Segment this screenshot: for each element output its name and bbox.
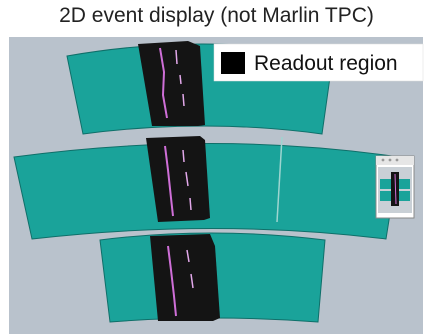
track-segment <box>164 145 174 217</box>
track-segment <box>159 47 168 119</box>
legend-swatch <box>221 52 245 74</box>
legend: Readout region <box>213 43 424 82</box>
readout-region-middle <box>146 136 210 222</box>
legend-box <box>213 43 424 82</box>
track-segment <box>167 245 177 317</box>
middle-row-modules <box>13 136 400 240</box>
track-segment <box>182 149 192 211</box>
mini-event-thumbnail-icon <box>375 155 415 219</box>
track-segment <box>175 49 185 107</box>
legend-label: Readout region <box>254 52 398 75</box>
plot-title: 2D event display (not Marlin TPC) <box>59 4 374 27</box>
track-hits <box>159 47 194 317</box>
module-boundary <box>276 136 283 223</box>
track-segment <box>186 249 194 289</box>
readout-region-top <box>138 41 205 126</box>
readout-region-bottom <box>150 234 220 321</box>
bottom-row-module <box>99 232 326 323</box>
